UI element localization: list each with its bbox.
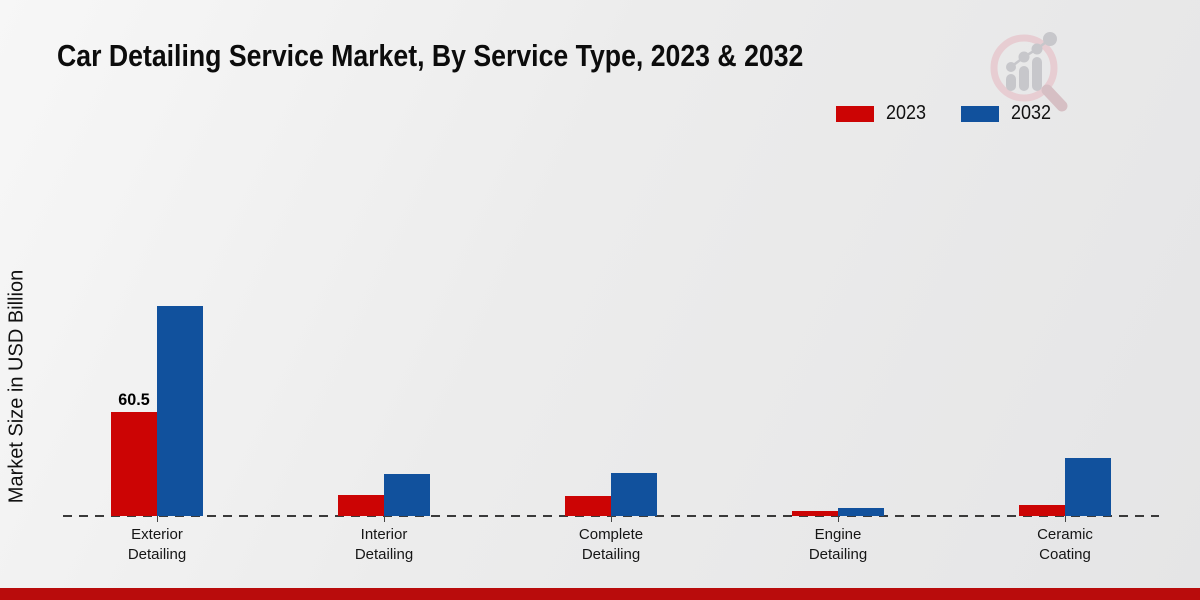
- bar-2023-ceramic-coating: [1019, 505, 1065, 516]
- magnifier-bars-icon: [990, 32, 1068, 112]
- bar-2032-exterior-detailing: [157, 306, 203, 516]
- chart-title: Car Detailing Service Market, By Service…: [57, 38, 804, 73]
- axis-tick-complete-detailing: [611, 516, 612, 522]
- axis-tick-interior-detailing: [384, 516, 385, 522]
- legend-item-2032: 2032: [960, 102, 1056, 125]
- axis-tick-engine-detailing: [838, 516, 839, 522]
- bar-2032-complete-detailing: [611, 473, 657, 516]
- legend-swatch-2032: [960, 105, 999, 122]
- category-label-complete-detailing: Complete Detailing: [578, 526, 644, 564]
- bar-2032-ceramic-coating: [1065, 458, 1111, 516]
- category-label-interior-detailing: Interior Detailing: [354, 526, 414, 564]
- watermark-logo: [986, 26, 1070, 114]
- footer-accent-bar: [0, 588, 1200, 600]
- category-label-ceramic-coating: Ceramic Coating: [1037, 526, 1093, 564]
- legend-label-2023: 2023: [886, 102, 927, 124]
- bar-2032-interior-detailing: [384, 474, 430, 516]
- bar-2023-complete-detailing: [565, 496, 611, 516]
- category-label-exterior-detailing: Exterior Detailing: [127, 526, 187, 564]
- axis-tick-ceramic-coating: [1065, 516, 1066, 522]
- bar-2023-engine-detailing: [792, 511, 838, 516]
- bar-2023-interior-detailing: [338, 495, 384, 516]
- legend-label-2032: 2032: [1010, 102, 1051, 124]
- bar-2023-exterior-detailing: [111, 412, 157, 516]
- value-label-2023-exterior-detailing: 60.5: [118, 390, 150, 409]
- legend-swatch-2023: [836, 105, 874, 122]
- legend-item-2023: 2023: [836, 102, 931, 125]
- legend: 2023 2032: [836, 102, 1055, 125]
- category-label-engine-detailing: Engine Detailing: [808, 526, 868, 564]
- bar-2032-engine-detailing: [838, 508, 884, 516]
- axis-tick-exterior-detailing: [157, 516, 158, 522]
